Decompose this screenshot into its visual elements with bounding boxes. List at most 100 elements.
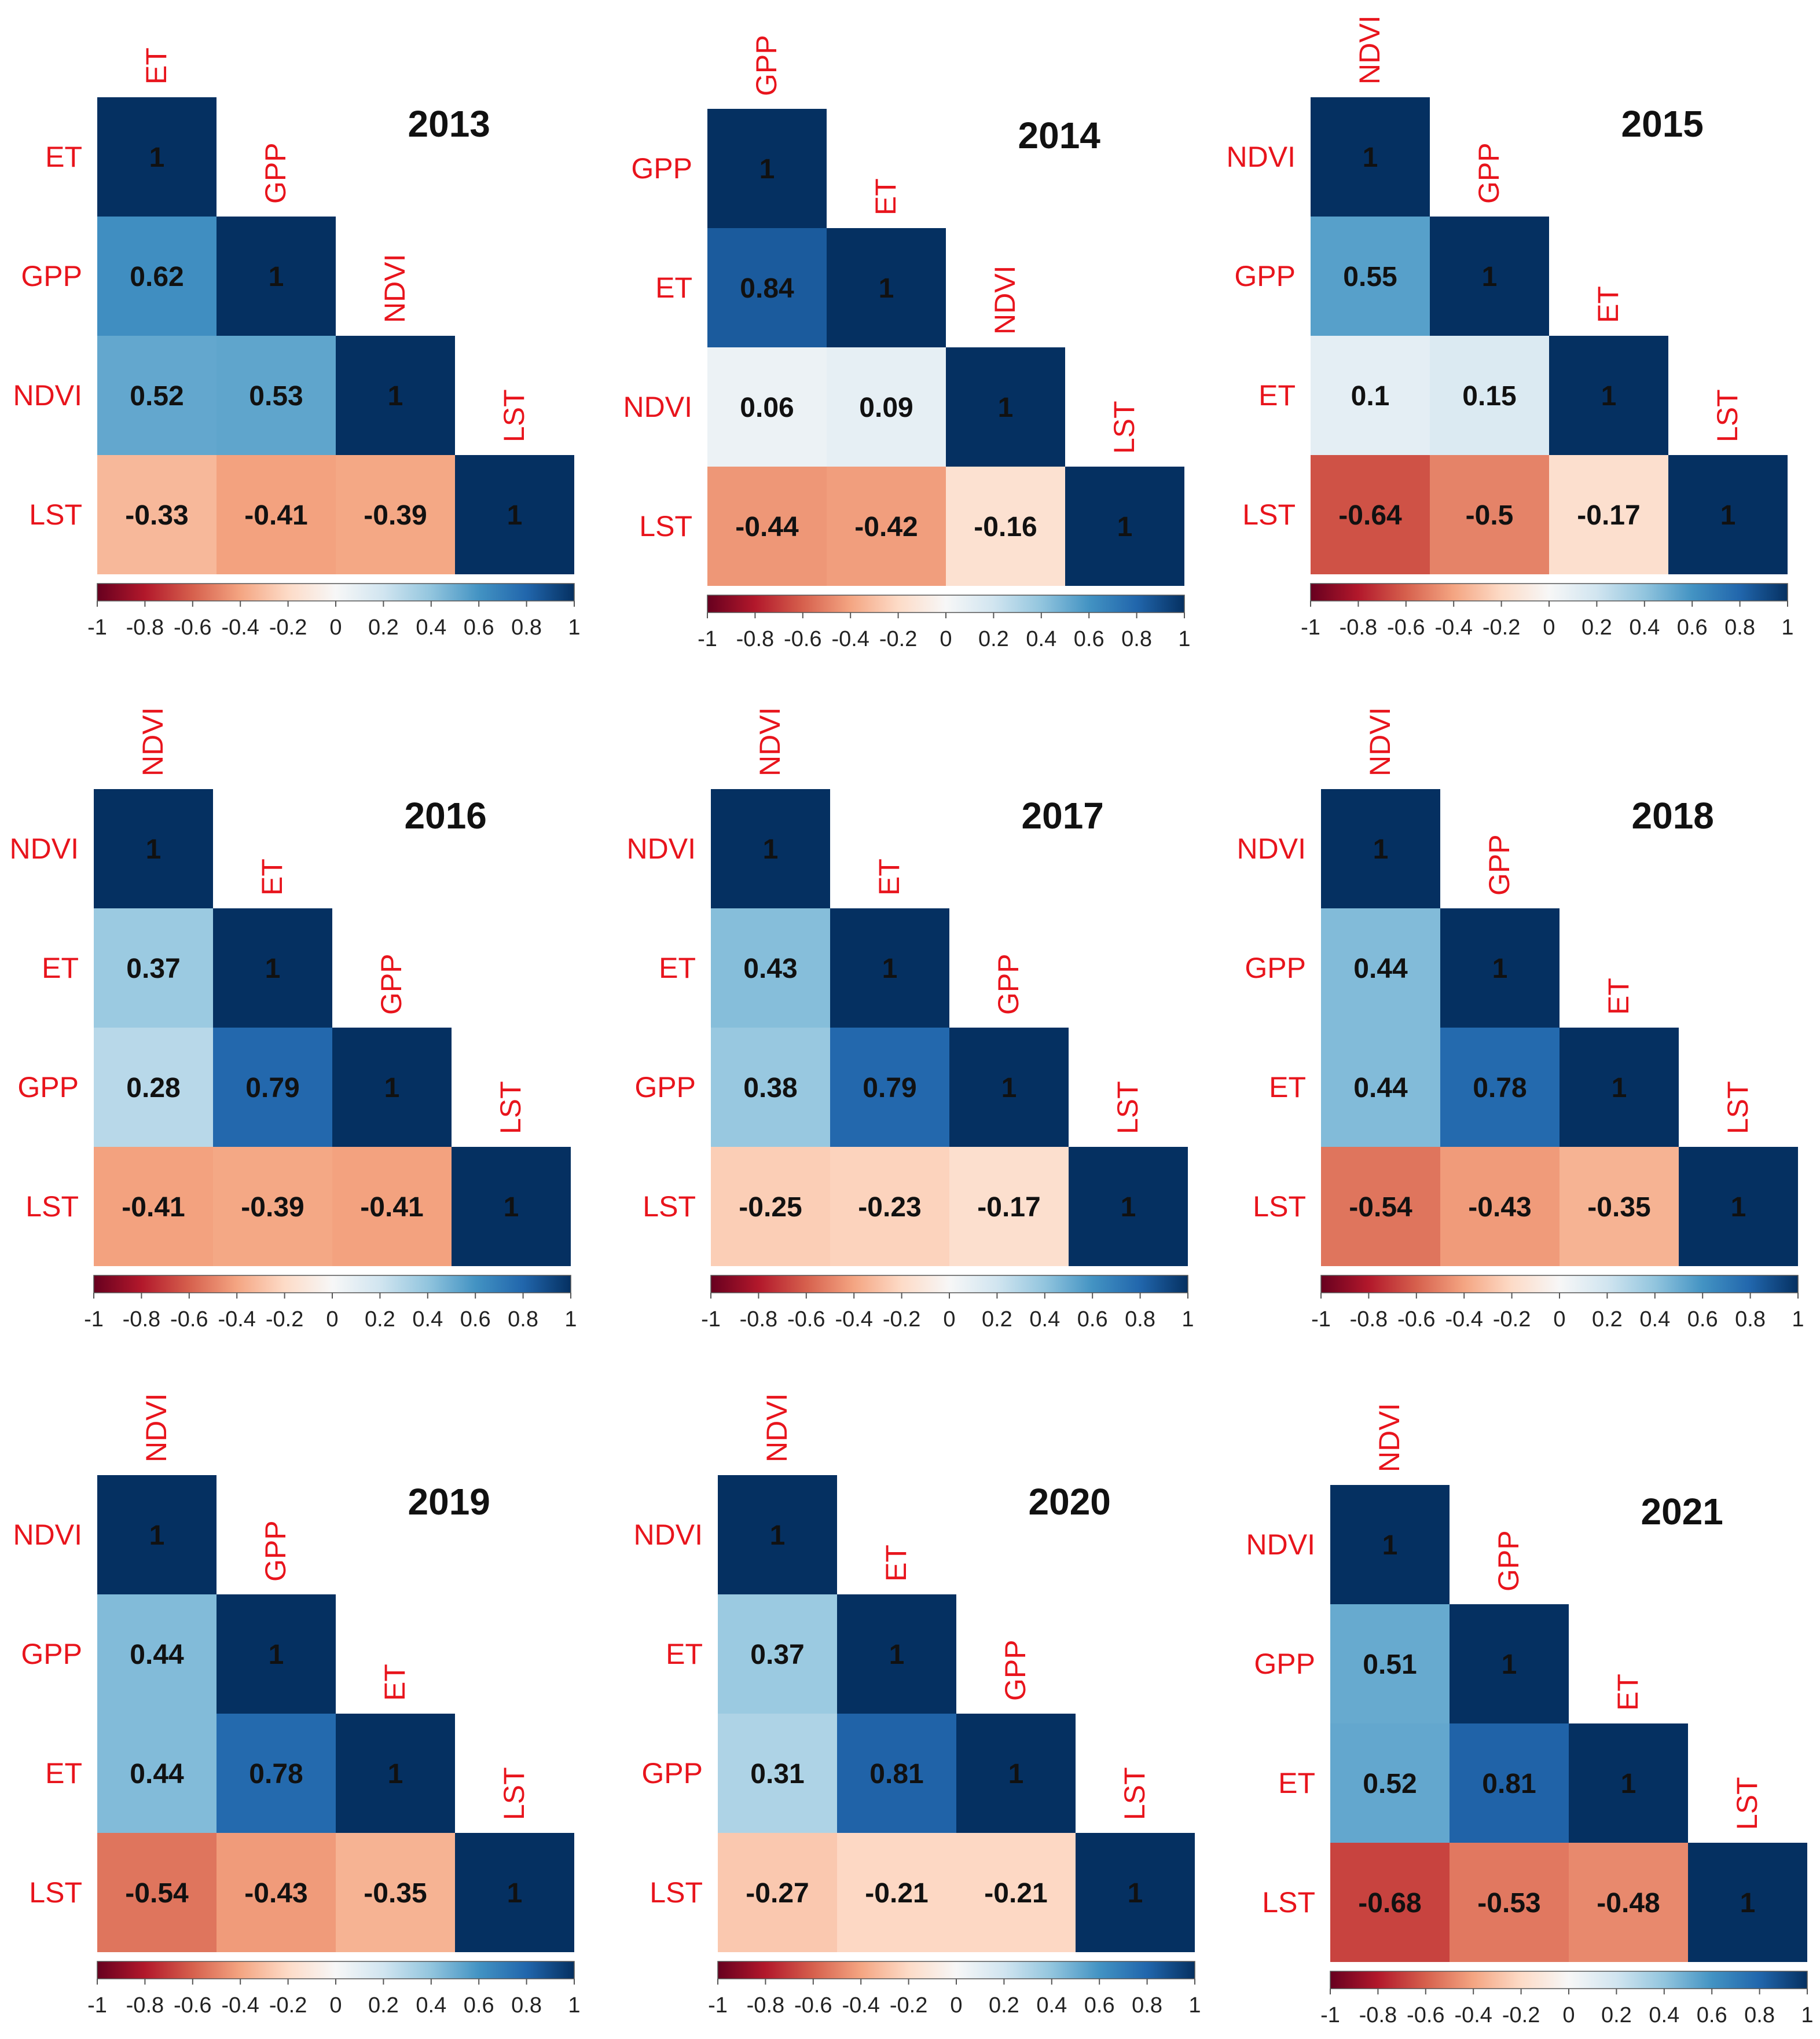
- colorbar: [1310, 583, 1788, 602]
- cell-value-label: 1: [1731, 1192, 1746, 1223]
- colorbar-tick-label: 0.2: [982, 1307, 1012, 1332]
- colorbar-tick-label: -0.8: [1350, 1307, 1388, 1332]
- panel-title: 2015: [1621, 103, 1704, 145]
- column-label: ET: [1612, 1674, 1644, 1711]
- cell-value-label: 0.79: [863, 1073, 916, 1103]
- colorbar-tick-label: 0.8: [1735, 1307, 1766, 1332]
- colorbar-tick-label: 1: [1178, 627, 1190, 651]
- cell-value-label: -0.64: [1338, 500, 1402, 531]
- colorbar-tick-label: 0.6: [464, 615, 494, 640]
- row-label: NDVI: [13, 379, 82, 412]
- colorbar-tick-label: 0.2: [989, 1993, 1019, 2018]
- heatmap-cell: [97, 97, 217, 217]
- heatmap-cell: [97, 1833, 217, 1952]
- cell-value-label: -0.39: [241, 1192, 304, 1223]
- cell-value-label: 1: [998, 393, 1014, 423]
- cell-value-label: 0.44: [1353, 954, 1408, 984]
- colorbar-tick-label: 0.6: [1084, 1993, 1115, 2018]
- heatmap-cell: [217, 217, 336, 336]
- colorbar-tick-label: 0.2: [1592, 1307, 1623, 1332]
- column-label: LST: [1731, 1777, 1763, 1830]
- colorbar-tick-label: -0.8: [1359, 2003, 1397, 2027]
- cell-value-label: 1: [265, 954, 281, 984]
- row-label: LST: [1253, 1190, 1306, 1223]
- colorbar-tick-label: -1: [84, 1307, 104, 1332]
- cell-value-label: 0.52: [130, 381, 184, 412]
- cell-value-label: 1: [504, 1192, 519, 1223]
- heatmap-cell: [94, 1028, 213, 1147]
- colorbar-tick-label: -0.8: [126, 615, 164, 640]
- colorbar-tick-label: 1: [1781, 615, 1793, 640]
- colorbar-tick-label: 0: [943, 1307, 955, 1332]
- colorbar-tick-label: 0.8: [1744, 2003, 1775, 2027]
- colorbar-tick-label: -0.4: [831, 627, 869, 651]
- column-label: NDVI: [1364, 707, 1396, 776]
- cell-value-label: -0.41: [244, 500, 307, 531]
- cell-value-label: 1: [879, 273, 894, 304]
- colorbar-tick-label: -0.8: [1340, 615, 1377, 640]
- heatmap-cell: [707, 467, 827, 586]
- heatmap-cell: [1440, 908, 1560, 1028]
- heatmap-cell: [1569, 1843, 1688, 1962]
- heatmap-cell: [1569, 1723, 1688, 1843]
- cell-value-label: -0.17: [977, 1192, 1040, 1223]
- heatmap-cell: [332, 1147, 452, 1266]
- cell-value-label: 1: [1001, 1073, 1017, 1103]
- row-label: NDVI: [10, 833, 79, 865]
- colorbar-tick-label: 0.6: [460, 1307, 491, 1332]
- cell-value-label: 0.52: [1363, 1769, 1417, 1799]
- heatmap-cell: [217, 336, 336, 455]
- row-label: ET: [42, 952, 79, 984]
- heatmap-cell: [827, 347, 946, 467]
- heatmap-panel-2013: 10.62 10.52 0.53 1-0.33 -0.41 -0.39 1ETGPPNDVI…: [13, 47, 581, 640]
- heatmap-cell: [1330, 1604, 1450, 1723]
- cell-value-label: 1: [1740, 1888, 1756, 1919]
- cell-value-label: 1: [882, 954, 898, 984]
- colorbar: [710, 1275, 1188, 1293]
- heatmap-cell: [949, 1147, 1069, 1266]
- cell-value-label: -0.23: [858, 1192, 921, 1223]
- cell-value-label: 1: [1382, 1530, 1398, 1561]
- heatmap-cell: [1076, 1833, 1195, 1952]
- row-label: LST: [1262, 1886, 1315, 1919]
- column-label: LST: [498, 1767, 530, 1820]
- cell-value-label: 1: [1128, 1878, 1143, 1909]
- column-label: GPP: [1473, 142, 1505, 204]
- colorbar-tick-label: -0.2: [1483, 615, 1520, 640]
- colorbar: [707, 595, 1185, 613]
- row-label: NDVI: [13, 1519, 82, 1551]
- colorbar-tick-label: 0: [329, 615, 342, 640]
- cell-value-label: -0.53: [1477, 1888, 1540, 1919]
- cell-value-label: 0.78: [1473, 1073, 1527, 1103]
- colorbar-tick-label: -0.4: [1454, 2003, 1492, 2027]
- colorbar-tick-label: -0.4: [221, 615, 259, 640]
- row-label: LST: [25, 1190, 79, 1223]
- cell-value-label: -0.54: [1349, 1192, 1412, 1223]
- colorbar-tick-label: 0.4: [1649, 2003, 1679, 2027]
- colorbar-tick-label: 0.4: [416, 615, 446, 640]
- colorbar-tick-label: -1: [708, 1993, 728, 2018]
- colorbar-tick-label: 0.4: [1036, 1993, 1067, 2018]
- colorbar-tick-label: -0.2: [269, 1993, 307, 2018]
- cell-value-label: -0.16: [974, 512, 1037, 542]
- colorbar-tick-label: -1: [701, 1307, 721, 1332]
- colorbar-tick-label: -0.6: [784, 627, 821, 651]
- cell-value-label: 0.43: [743, 954, 797, 984]
- colorbar-tick-label: -0.2: [269, 615, 307, 640]
- cell-value-label: 1: [1008, 1759, 1024, 1789]
- colorbar-tick-label: 0.4: [1629, 615, 1660, 640]
- heatmap-panel-2018: 1 0.44 1 0.44 0.78 1 -0.54 -0.43 -0.35 1 NDVI GPP ET…: [1237, 707, 1804, 1332]
- heatmap-cell: [217, 1833, 336, 1952]
- cell-value-label: 1: [1482, 262, 1498, 292]
- heatmap-cell: [217, 455, 336, 574]
- cell-value-label: -0.25: [739, 1192, 802, 1223]
- column-label: NDVI: [379, 254, 411, 323]
- heatmap-cell: [97, 1714, 217, 1833]
- cell-value-label: -0.44: [735, 512, 799, 542]
- heatmap-cell: [1549, 336, 1668, 455]
- cell-value-label: -0.17: [1577, 500, 1640, 531]
- column-label: GPP: [992, 954, 1025, 1015]
- heatmap-cell: [1430, 455, 1549, 574]
- heatmap-cell: [1321, 908, 1440, 1028]
- heatmap-cell: [1450, 1723, 1569, 1843]
